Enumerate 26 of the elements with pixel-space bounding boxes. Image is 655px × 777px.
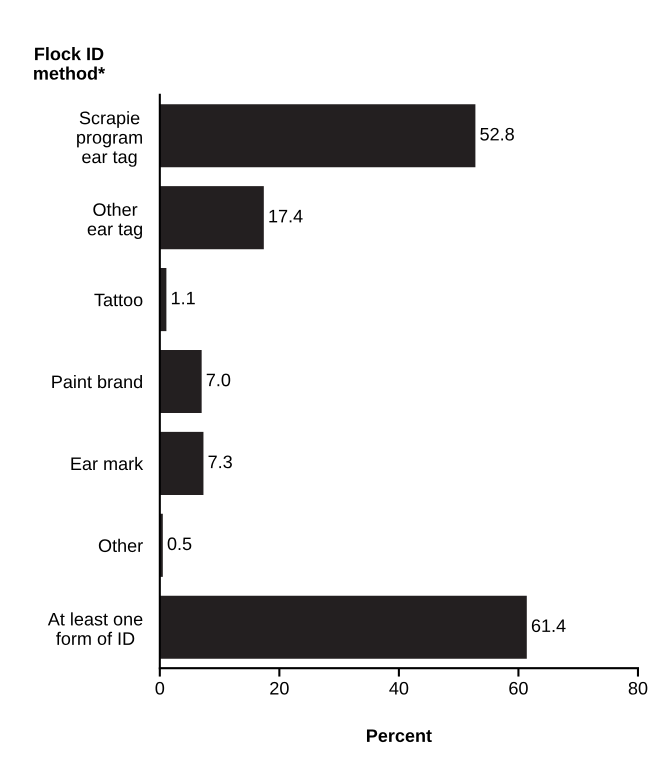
- bar: [160, 186, 264, 250]
- y-tick-label: Ear mark: [71, 456, 144, 470]
- data-label: 61.4: [532, 619, 566, 632]
- x-axis-title: Percent: [366, 729, 432, 742]
- x-tick-label: 60: [509, 682, 528, 695]
- bar: [160, 432, 204, 495]
- y-tick-label: Paint brand: [52, 374, 142, 388]
- bar: [160, 104, 476, 168]
- x-tick-label: 80: [628, 682, 648, 695]
- data-label: 0.5: [168, 537, 192, 550]
- y-tick-label: At least one form of ID: [48, 612, 142, 646]
- y-tick-label: Tattoo: [94, 294, 142, 306]
- data-label: 52.8: [480, 128, 514, 141]
- data-label: 1.1: [172, 292, 195, 304]
- y-axis-title: Flock ID method*: [34, 47, 106, 80]
- y-tick-label: Other: [98, 538, 143, 552]
- x-tick-label: 40: [389, 682, 408, 695]
- data-label: 7.3: [208, 455, 232, 468]
- x-tick-label: 20: [270, 682, 289, 695]
- y-tick-label: Scrapie program ear tag: [77, 111, 142, 167]
- bar: [160, 350, 202, 414]
- y-tick-label: Other ear tag: [88, 202, 142, 239]
- data-label: 17.4: [269, 210, 303, 222]
- x-tick-label: 0: [156, 682, 164, 695]
- bar: [160, 596, 527, 659]
- data-label: 7.0: [206, 374, 230, 386]
